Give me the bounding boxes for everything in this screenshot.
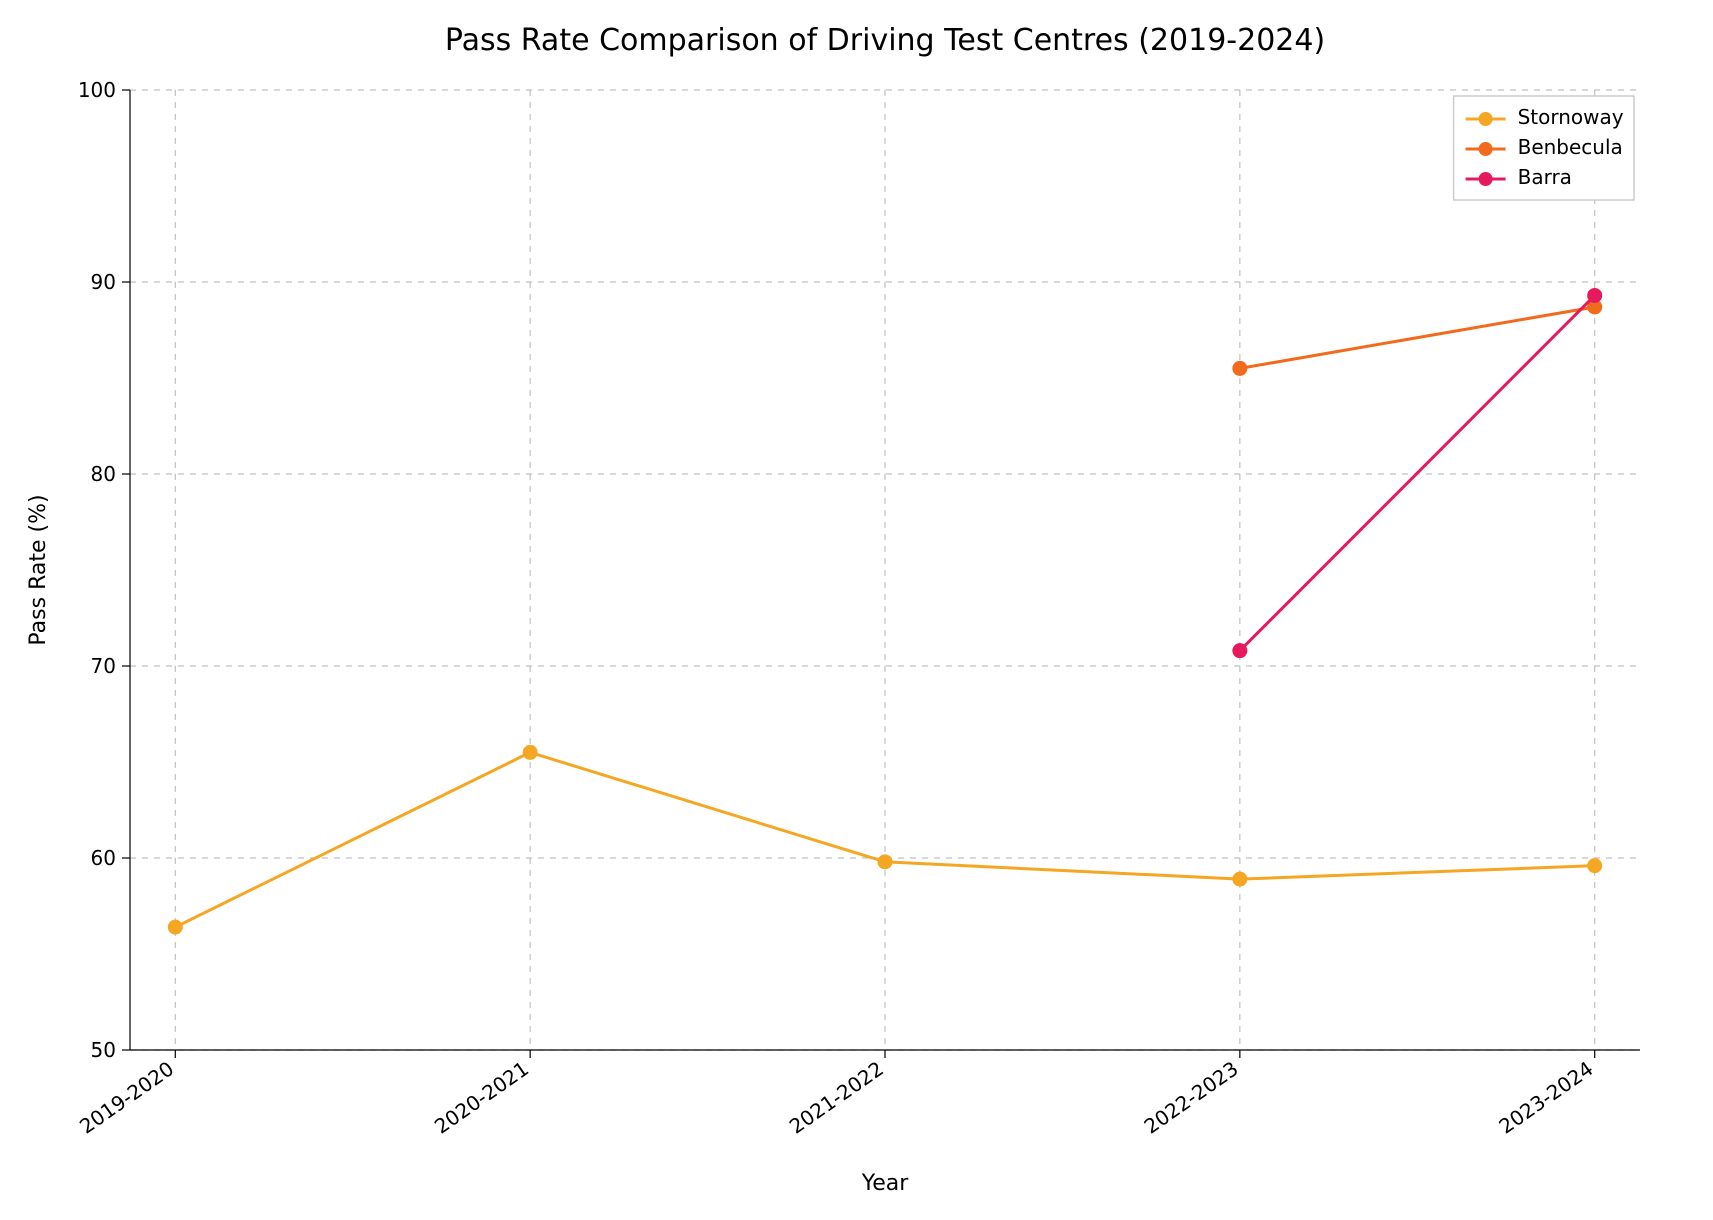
series-marker-stornoway — [878, 855, 892, 869]
series-marker-barra — [1233, 644, 1247, 658]
series-marker-stornoway — [1233, 872, 1247, 886]
y-tick-label: 90 — [91, 270, 116, 294]
series-marker-benbecula — [1233, 361, 1247, 375]
legend: Stornoway Benbecula Barra — [1454, 96, 1634, 200]
y-axis-label: Pass Rate (%) — [26, 494, 51, 645]
x-tick-label: 2022-2023 — [1140, 1056, 1243, 1138]
y-tick-label: 60 — [91, 846, 116, 870]
legend-marker — [1479, 142, 1493, 156]
y-tick-label: 50 — [91, 1038, 116, 1062]
x-tick-label: 2019-2020 — [75, 1056, 178, 1138]
series-marker-barra — [1588, 288, 1602, 302]
legend-label: Barra — [1518, 165, 1572, 189]
x-tick-label: 2023-2024 — [1495, 1056, 1598, 1138]
legend-marker — [1479, 172, 1493, 186]
y-tick-label: 80 — [91, 462, 116, 486]
series-marker-stornoway — [1588, 859, 1602, 873]
y-tick-label: 70 — [91, 654, 116, 678]
series-marker-stornoway — [168, 920, 182, 934]
x-tick-label: 2021-2022 — [785, 1056, 888, 1138]
legend-label: Stornoway — [1518, 105, 1624, 129]
chart-title: Pass Rate Comparison of Driving Test Cen… — [445, 23, 1325, 58]
line-chart-svg: 50 60 70 80 90 100 2019-2020 2020-2021 2021-2022… — [0, 0, 1713, 1220]
series-marker-stornoway — [523, 745, 537, 759]
legend-marker — [1479, 112, 1493, 126]
legend-label: Benbecula — [1518, 135, 1623, 159]
x-tick-label: 2020-2021 — [430, 1056, 533, 1138]
y-tick-label: 100 — [78, 78, 116, 102]
x-axis-label: Year — [861, 1171, 910, 1196]
chart-container: 50 60 70 80 90 100 2019-2020 2020-2021 2021-2022… — [0, 0, 1713, 1220]
